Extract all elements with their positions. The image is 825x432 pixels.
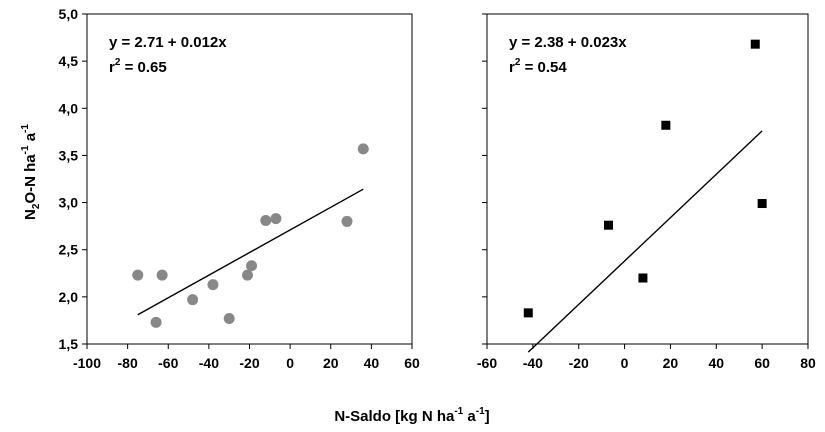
x-axis-title-end: ]: [485, 408, 490, 425]
y-axis-title-sup1: -1: [20, 145, 31, 154]
left-x-tick-label: 0: [286, 355, 294, 371]
left-regression-line: [137, 188, 364, 316]
left-data-point: [156, 269, 168, 281]
left-equation-label: y = 2.71 + 0.012x: [109, 34, 227, 51]
left-panel: -100 -80 -60 -40 -20 0 20 40 60 1,5 2,0 2,5 3,0 3,5 4,…: [59, 6, 420, 371]
x-axis-title-main: N-Saldo [kg N ha: [334, 408, 455, 425]
right-panel: -60 -40 -20 0 20 40 60 80 y = 2.38 + 0.023x r2 = …: [477, 13, 816, 371]
left-y-tick-label: 2,0: [59, 289, 79, 305]
left-x-tick-label: -100: [73, 355, 101, 371]
left-x-tick-label: -60: [158, 355, 178, 371]
left-data-point: [187, 294, 199, 306]
y-axis-title-mid: O-N ha: [22, 154, 39, 204]
left-data-point: [241, 269, 253, 281]
left-y-tick-label: 3,0: [59, 195, 79, 211]
x-axis-title-mid: a: [463, 408, 476, 425]
y-axis-title-sub: 2: [31, 203, 42, 209]
left-data-point: [132, 269, 144, 281]
right-data-point: [638, 273, 648, 283]
left-x-tick-label: -80: [118, 355, 138, 371]
y-axis-title-mid2: a: [22, 132, 39, 145]
right-data-point: [523, 308, 533, 318]
left-r2-exp: 2: [115, 57, 121, 68]
right-x-tick-label: 0: [621, 355, 629, 371]
right-data-point: [604, 220, 614, 230]
right-x-tick-label: -40: [523, 355, 543, 371]
left-r2-base: r: [109, 59, 115, 76]
y-axis-title: N2O-N ha-1 a-1: [20, 124, 42, 220]
right-data-point: [661, 120, 671, 130]
right-r2-exp: 2: [515, 57, 521, 68]
right-x-tick-label: -20: [569, 355, 589, 371]
left-x-tick-label: 60: [404, 355, 420, 371]
right-regression-line: [527, 130, 763, 353]
right-data-point: [757, 199, 767, 209]
left-data-point: [246, 260, 258, 272]
right-x-tick-label: 80: [800, 355, 816, 371]
right-r2-value: = 0.54: [520, 59, 567, 76]
right-r2-base: r: [509, 59, 515, 76]
right-x-tick-label: 60: [754, 355, 770, 371]
right-plot-frame: [486, 13, 809, 345]
right-x-tick-label: 20: [663, 355, 679, 371]
right-x-tick-label: 40: [708, 355, 724, 371]
left-y-tick-label: 4,5: [59, 53, 79, 69]
left-data-point: [260, 214, 272, 226]
right-r2-label: r2 = 0.54: [509, 57, 567, 76]
y-axis-title-sup2: -1: [20, 124, 31, 133]
left-y-tick-label: 2,5: [59, 242, 79, 258]
left-data-point: [223, 313, 235, 325]
left-x-tick-label: -20: [239, 355, 259, 371]
x-axis-title: N-Saldo [kg N ha-1 a-1]: [334, 406, 489, 425]
right-equation-label: y = 2.38 + 0.023x: [509, 34, 627, 51]
left-y-tick-label: 3,5: [59, 147, 79, 163]
left-x-tick-label: 40: [364, 355, 380, 371]
y-axis-title-main: N: [22, 209, 39, 220]
left-data-point: [357, 143, 369, 155]
left-r2-value: = 0.65: [120, 59, 166, 76]
left-x-tick-label: -40: [199, 355, 219, 371]
left-r2-label: r2 = 0.65: [109, 57, 167, 76]
left-data-point: [270, 213, 282, 225]
left-y-tick-label: 1,5: [59, 336, 79, 352]
x-axis-title-sup1: -1: [454, 406, 463, 417]
left-y-tick-label: 5,0: [59, 6, 79, 22]
right-x-tick-label: -60: [477, 355, 497, 371]
left-data-point: [341, 215, 353, 227]
left-y-tick-label: 4,0: [59, 100, 79, 116]
left-data-point: [207, 279, 219, 291]
left-x-tick-label: 20: [323, 355, 339, 371]
x-axis-title-sup2: -1: [476, 406, 485, 417]
left-data-point: [150, 316, 162, 328]
right-data-point: [750, 39, 760, 49]
